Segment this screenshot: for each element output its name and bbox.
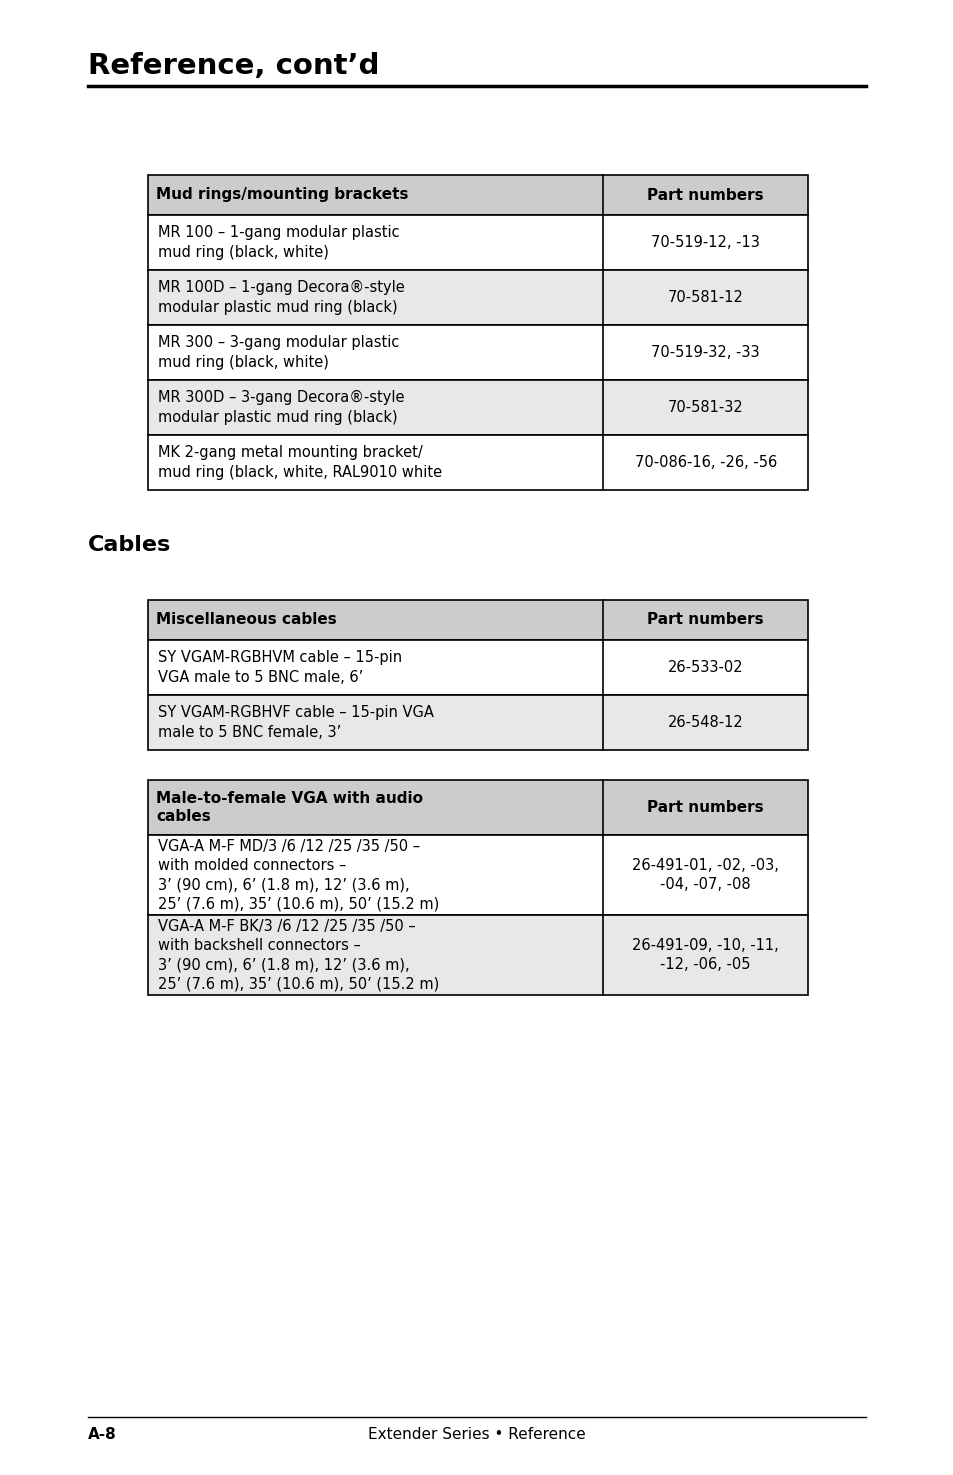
Text: 26-548-12: 26-548-12	[667, 715, 742, 730]
Text: Male-to-female VGA with audio
cables: Male-to-female VGA with audio cables	[156, 791, 422, 825]
Text: A-8: A-8	[88, 1426, 116, 1443]
Text: 26-491-01, -02, -03,
-04, -07, -08: 26-491-01, -02, -03, -04, -07, -08	[632, 858, 779, 892]
Text: 70-086-16, -26, -56: 70-086-16, -26, -56	[634, 454, 776, 471]
Text: MK 2-gang metal mounting bracket/
mud ring (black, white, RAL9010 white: MK 2-gang metal mounting bracket/ mud ri…	[158, 445, 441, 479]
Bar	[148, 381, 807, 435]
Text: SY VGAM-RGBHVF cable – 15-pin VGA
male to 5 BNC female, 3’: SY VGAM-RGBHVF cable – 15-pin VGA male t…	[158, 705, 434, 739]
Bar	[148, 215, 807, 270]
Bar	[148, 270, 807, 324]
Bar	[148, 695, 807, 749]
Text: Reference, cont’d: Reference, cont’d	[88, 52, 379, 80]
Text: 70-581-32: 70-581-32	[667, 400, 742, 414]
Bar	[148, 780, 807, 835]
Text: 70-519-32, -33: 70-519-32, -33	[651, 345, 760, 360]
Text: 70-519-12, -13: 70-519-12, -13	[651, 235, 760, 249]
Text: Part numbers: Part numbers	[647, 187, 763, 202]
Bar	[148, 835, 807, 914]
Bar	[148, 640, 807, 695]
Text: VGA-A M-F MD/3 /6 /12 /25 /35 /50 –
with molded connectors –
3’ (90 cm), 6’ (1.8: VGA-A M-F MD/3 /6 /12 /25 /35 /50 – with…	[158, 839, 438, 912]
Text: MR 300 – 3-gang modular plastic
mud ring (black, white): MR 300 – 3-gang modular plastic mud ring…	[158, 335, 399, 370]
Bar	[148, 914, 807, 996]
Text: Miscellaneous cables: Miscellaneous cables	[156, 612, 336, 627]
Text: MR 100 – 1-gang modular plastic
mud ring (black, white): MR 100 – 1-gang modular plastic mud ring…	[158, 226, 399, 260]
Text: Part numbers: Part numbers	[647, 612, 763, 627]
Bar	[148, 176, 807, 215]
Text: 26-533-02: 26-533-02	[667, 659, 742, 676]
Text: Mud rings/mounting brackets: Mud rings/mounting brackets	[156, 187, 408, 202]
Text: Extender Series • Reference: Extender Series • Reference	[368, 1426, 585, 1443]
Text: VGA-A M-F BK/3 /6 /12 /25 /35 /50 –
with backshell connectors –
3’ (90 cm), 6’ (: VGA-A M-F BK/3 /6 /12 /25 /35 /50 – with…	[158, 919, 438, 991]
Bar	[148, 435, 807, 490]
Text: MR 100D – 1-gang Decora®-style
modular plastic mud ring (black): MR 100D – 1-gang Decora®-style modular p…	[158, 280, 404, 314]
Bar	[148, 324, 807, 381]
Text: SY VGAM-RGBHVM cable – 15-pin
VGA male to 5 BNC male, 6’: SY VGAM-RGBHVM cable – 15-pin VGA male t…	[158, 650, 402, 684]
Text: 70-581-12: 70-581-12	[667, 291, 742, 305]
Text: Cables: Cables	[88, 535, 172, 555]
Text: 26-491-09, -10, -11,
-12, -06, -05: 26-491-09, -10, -11, -12, -06, -05	[632, 938, 779, 972]
Text: MR 300D – 3-gang Decora®-style
modular plastic mud ring (black): MR 300D – 3-gang Decora®-style modular p…	[158, 391, 404, 425]
Bar	[148, 600, 807, 640]
Text: Part numbers: Part numbers	[647, 799, 763, 816]
